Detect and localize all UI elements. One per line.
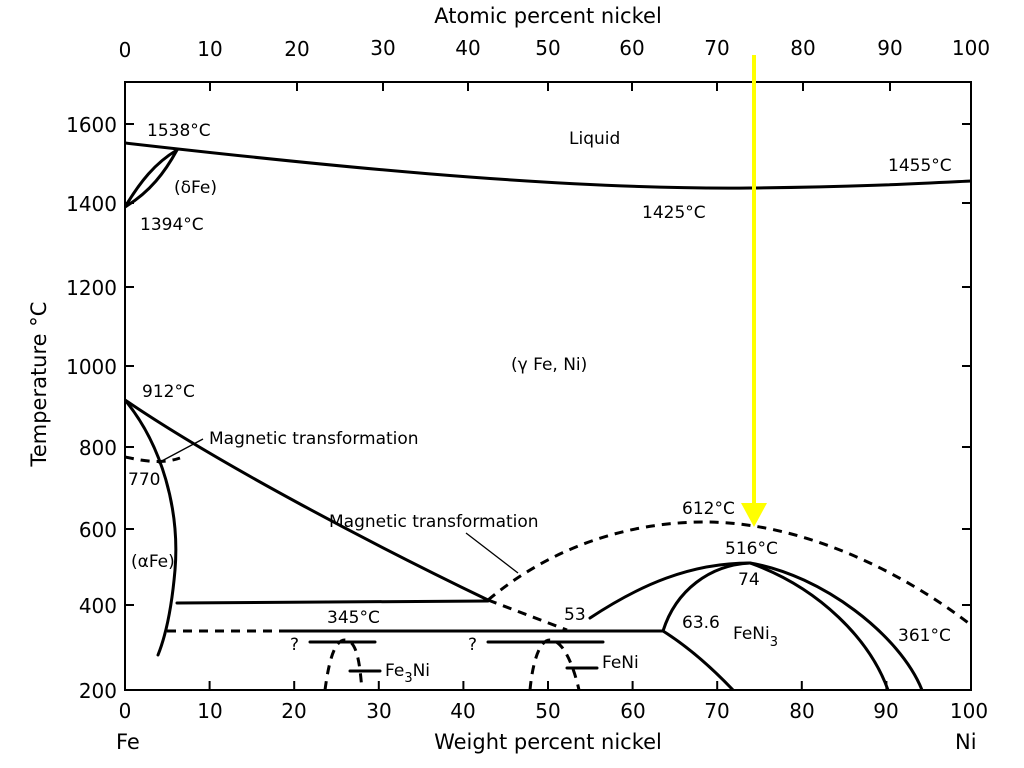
magnetic-transformation-alpha [125, 455, 181, 464]
fe3ni-label: Fe3Ni [385, 661, 430, 686]
y-tick-1200: 1200 [66, 276, 117, 300]
temp-912-label: 912°C [142, 382, 195, 402]
delta-fe-label: (δFe) [174, 178, 217, 198]
composition-53-label: 53 [564, 605, 586, 625]
feni-dome [528, 638, 581, 690]
top-tick-70: 70 [704, 36, 729, 60]
temp-516-label: 516°C [725, 539, 778, 559]
feni3-left-boundary [661, 561, 752, 633]
bottom-tick-80: 80 [789, 699, 814, 723]
temp-1425-label: 1425°C [642, 203, 706, 223]
alpha-phase-boundary [125, 398, 178, 657]
y-axis: 200 400 600 800 1000 1200 1400 1600 Temp… [27, 113, 117, 703]
liquidus-line [125, 141, 971, 190]
y-tick-1600: 1600 [66, 113, 117, 137]
temp-361-label: 361°C [898, 626, 951, 646]
bottom-tick-30: 30 [366, 699, 391, 723]
y-tick-800: 800 [79, 436, 117, 460]
top-tick-10: 10 [197, 37, 222, 61]
delta-boundary-right [125, 148, 179, 209]
question-mark-2: ? [468, 635, 477, 655]
bottom-tick-20: 20 [281, 699, 306, 723]
top-axis-title: Atomic percent nickel [434, 4, 662, 28]
magnetic-transformation-drop [487, 598, 568, 632]
diagram-labels: Liquid 1538°C 1455°C (δFe) 1394°C 1425°C… [128, 121, 952, 686]
bottom-axis: 0 10 20 30 40 50 60 70 80 90 100 Weight … [116, 699, 988, 754]
magnetic-leader-1 [157, 438, 204, 464]
top-tick-90: 90 [877, 36, 902, 60]
top-tick-80: 80 [790, 36, 815, 60]
bottom-tick-60: 60 [620, 699, 645, 723]
composition-63-6-label: 63.6 [682, 613, 720, 633]
bottom-tick-0: 0 [119, 699, 132, 723]
y-tick-200: 200 [79, 679, 117, 703]
feni3-right-inner [748, 561, 890, 690]
y-tick-1000: 1000 [66, 355, 117, 379]
tick-marks [125, 82, 971, 691]
bottom-tick-40: 40 [450, 699, 475, 723]
y-tick-1400: 1400 [66, 192, 117, 216]
arrow-head [741, 503, 767, 527]
top-tick-0: 0 [119, 38, 132, 62]
fe-end-label: Fe [116, 730, 140, 754]
temp-345-label: 345°C [327, 608, 380, 628]
y-tick-400: 400 [79, 594, 117, 618]
feni3-right-outer [748, 561, 924, 690]
top-axis: 0 10 20 30 40 50 60 70 80 90 100 Atomic … [119, 4, 990, 62]
liquid-label: Liquid [569, 129, 620, 149]
magnetic-leader-2 [465, 532, 519, 574]
magnetic-transformation-label-2: Magnetic transformation [329, 512, 539, 532]
temp-1538-label: 1538°C [147, 121, 211, 141]
ni-end-label: Ni [955, 730, 977, 754]
y-axis-title: Temperature °C [27, 302, 51, 468]
plot-frame [124, 81, 972, 691]
top-tick-30: 30 [370, 36, 395, 60]
bottom-axis-title: Weight percent nickel [434, 730, 662, 754]
magnetic-transformation-label-1: Magnetic transformation [209, 429, 419, 449]
eutectoid-line [175, 599, 490, 605]
top-tick-60: 60 [619, 36, 644, 60]
composition-74-label: 74 [738, 570, 760, 590]
alpha-fe-label: (αFe) [131, 552, 175, 572]
top-tick-100: 100 [952, 36, 990, 60]
bottom-tick-50: 50 [535, 699, 560, 723]
feni-label: FeNi [602, 653, 639, 673]
temp-1455-label: 1455°C [888, 156, 952, 176]
magnetic-transformation-gamma [487, 520, 971, 627]
feni3-label: FeNi3 [733, 624, 778, 650]
top-tick-50: 50 [535, 36, 560, 60]
yellow-arrow [741, 55, 767, 527]
temp-1394-label: 1394°C [140, 215, 204, 235]
bottom-tick-70: 70 [704, 699, 729, 723]
feni3-top-left [588, 561, 752, 620]
delta-boundary-left [125, 148, 179, 209]
top-tick-40: 40 [455, 36, 480, 60]
bottom-tick-10: 10 [197, 699, 222, 723]
phase-boundaries [125, 141, 971, 690]
gamma-feni-label: (γ Fe, Ni) [511, 355, 587, 375]
bottom-tick-100: 100 [950, 699, 988, 723]
gamma-alpha-boundary [125, 398, 490, 602]
feni3-lower-left [661, 629, 735, 690]
temp-770-label: 770 [128, 470, 160, 490]
y-tick-600: 600 [79, 518, 117, 542]
top-tick-20: 20 [284, 37, 309, 61]
temp-612-label: 612°C [682, 499, 735, 519]
question-mark-1: ? [290, 635, 299, 655]
bottom-tick-90: 90 [873, 699, 898, 723]
fe3ni-dome [323, 638, 364, 690]
